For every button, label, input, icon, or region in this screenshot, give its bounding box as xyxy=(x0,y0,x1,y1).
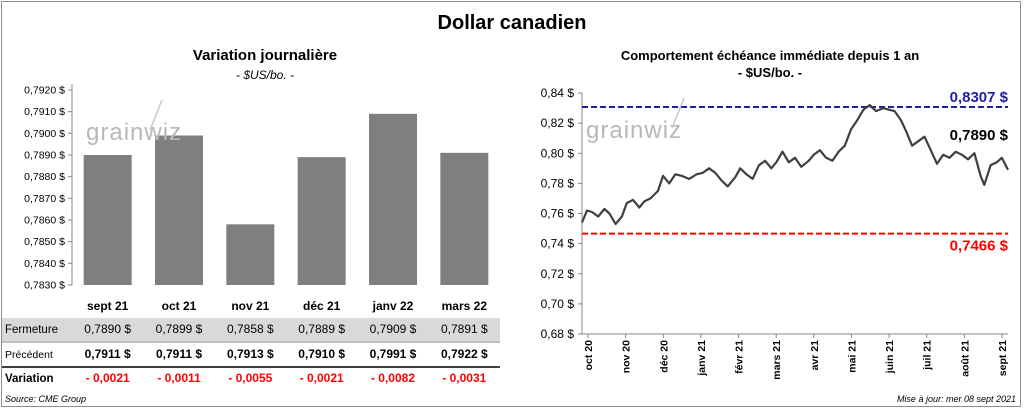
x-tick-label: juin 21 xyxy=(884,340,896,374)
watermark-text: grainwiz xyxy=(86,119,182,146)
bar xyxy=(83,155,132,285)
y-tick-label: 0,7910 $ xyxy=(24,106,65,118)
bar xyxy=(226,224,275,285)
y-tick-label: 0,76 $ xyxy=(541,207,575,221)
table-cell: 0,7899 $ xyxy=(156,322,203,336)
update-note: Mise à jour: mer 08 sept 2021 xyxy=(896,394,1016,404)
line-chart-subtitle: - $US/bo. - xyxy=(737,65,803,80)
table-cell: 0,7858 $ xyxy=(227,322,274,336)
table-row-highlight xyxy=(2,318,500,341)
y-tick-label: 0,7880 $ xyxy=(24,171,65,183)
table-cell: - 0,0011 xyxy=(157,371,201,385)
x-tick-label: oct 20 xyxy=(583,340,595,371)
y-tick-label: 0,7870 $ xyxy=(24,193,65,205)
table-cell: 0,7910 $ xyxy=(298,347,345,361)
x-category-label: déc 21 xyxy=(303,299,341,313)
table-cell: - 0,0055 xyxy=(228,371,272,385)
y-tick-label: 0,7830 $ xyxy=(24,280,65,292)
low-label: 0,7466 $ xyxy=(950,238,1009,255)
high-label: 0,8307 $ xyxy=(950,89,1009,106)
table-cell: 0,7911 $ xyxy=(85,347,131,361)
table-cell: 0,7890 $ xyxy=(84,322,131,336)
bar xyxy=(369,113,417,285)
y-tick-label: 0,7900 $ xyxy=(24,128,65,140)
table-row-label: Variation xyxy=(5,373,54,385)
x-tick-label: mars 21 xyxy=(771,340,783,380)
x-tick-label: nov 20 xyxy=(621,340,633,373)
bar xyxy=(155,135,203,285)
table-cell: 0,7991 $ xyxy=(370,347,417,361)
y-tick-label: 0,82 $ xyxy=(541,116,575,130)
table-cell: 0,7911 $ xyxy=(156,347,202,361)
price-series-line xyxy=(580,103,1009,226)
bar-chart-title: Variation journalière xyxy=(192,47,338,64)
x-tick-label: févr 21 xyxy=(734,340,746,374)
table-row-label: Précédent xyxy=(5,349,53,361)
table-cell: - 0,0082 xyxy=(371,371,415,385)
x-tick-label: juil 21 xyxy=(922,340,934,371)
y-tick-label: 0,7840 $ xyxy=(24,258,65,270)
y-tick-label: 0,80 $ xyxy=(541,146,575,160)
y-tick-label: 0,7860 $ xyxy=(24,215,65,227)
bar xyxy=(297,157,346,285)
x-category-label: sept 21 xyxy=(87,299,129,313)
table-cell: 0,7889 $ xyxy=(298,322,345,336)
y-tick-label: 0,68 $ xyxy=(541,327,575,341)
x-tick-label: mai 21 xyxy=(846,340,858,373)
watermark-mark xyxy=(671,97,685,129)
table-cell: - 0,0031 xyxy=(442,371,486,385)
x-tick-label: sept 21 xyxy=(997,340,1009,376)
watermark-mark xyxy=(149,99,163,131)
x-category-label: janv 22 xyxy=(372,299,414,313)
x-tick-label: avr 21 xyxy=(809,340,821,371)
y-tick-label: 0,70 $ xyxy=(541,297,575,311)
table-cell: 0,7922 $ xyxy=(441,347,488,361)
source-note: Source: CME Group xyxy=(5,394,87,404)
x-tick-label: janv 21 xyxy=(696,340,708,377)
line-chart: 0,68 $ 0,70 $ 0,72 $ 0,74 $ 0,76 $ 0,78 $ 0,80… xyxy=(541,86,1009,380)
x-category-label: oct 21 xyxy=(162,299,197,313)
x-tick-label: août 21 xyxy=(959,340,971,377)
bar-chart-subtitle: - $US/bo. - xyxy=(235,68,295,82)
x-tick-label: déc 20 xyxy=(658,340,670,373)
page-title: Dollar canadien xyxy=(437,12,587,34)
table-cell: - 0,0021 xyxy=(86,371,130,385)
y-tick-label: 0,78 $ xyxy=(541,176,575,190)
last-value-label: 0,7890 $ xyxy=(950,127,1009,144)
y-tick-label: 0,84 $ xyxy=(541,86,575,100)
watermark-text: grainwiz xyxy=(586,117,682,144)
x-category-label: nov 21 xyxy=(231,299,269,313)
table-cell: - 0,0021 xyxy=(300,371,344,385)
line-chart-title: Comportement échéance immédiate depuis 1… xyxy=(620,48,920,63)
y-tick-label: 0,74 $ xyxy=(541,237,575,251)
y-tick-label: 0,7920 $ xyxy=(24,85,65,97)
x-category-label: mars 22 xyxy=(442,299,488,313)
table-cell: 0,7909 $ xyxy=(370,322,417,336)
table-row-label: Fermeture xyxy=(5,324,58,336)
y-tick-label: 0,7850 $ xyxy=(24,236,65,248)
table-cell: 0,7891 $ xyxy=(441,322,488,336)
bar-chart: 0,7830 $ 0,7840 $ 0,7850 $ 0,7860 $ 0,7870 $… xyxy=(2,84,500,385)
y-tick-label: 0,7890 $ xyxy=(24,150,65,162)
table-cell: 0,7913 $ xyxy=(227,347,274,361)
y-tick-label: 0,72 $ xyxy=(541,267,575,281)
bar xyxy=(440,152,489,285)
